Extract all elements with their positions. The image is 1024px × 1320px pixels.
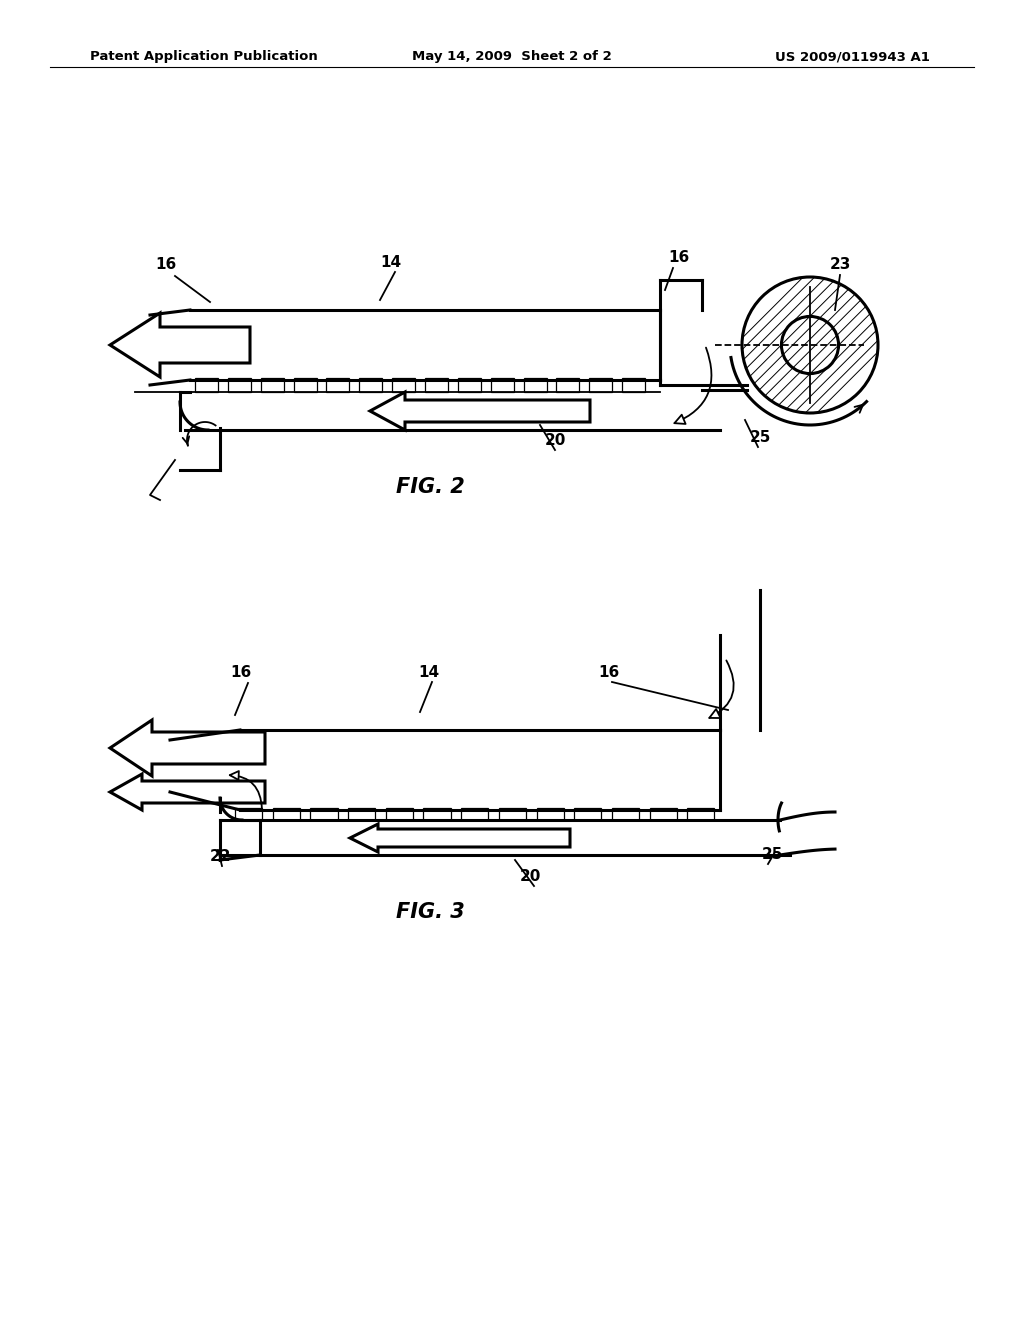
Bar (623, 378, 645, 392)
Polygon shape (110, 719, 265, 776)
Text: 20: 20 (545, 433, 566, 447)
Bar (195, 378, 218, 392)
Bar (392, 378, 415, 392)
Polygon shape (370, 392, 590, 430)
Bar (228, 378, 251, 392)
Bar (261, 378, 284, 392)
Text: 23: 23 (830, 257, 851, 272)
Polygon shape (350, 824, 570, 851)
Bar (294, 378, 316, 392)
Text: Patent Application Publication: Patent Application Publication (90, 50, 317, 63)
Text: FIG. 2: FIG. 2 (395, 477, 464, 498)
Text: 16: 16 (668, 249, 689, 265)
Bar (490, 378, 514, 392)
Bar (537, 808, 563, 820)
Bar (458, 378, 481, 392)
Bar (556, 378, 580, 392)
Bar (327, 378, 349, 392)
Text: 20: 20 (520, 869, 542, 884)
Bar (612, 808, 639, 820)
Text: 14: 14 (418, 665, 439, 680)
Bar (589, 378, 612, 392)
Bar (234, 808, 262, 820)
Text: FIG. 3: FIG. 3 (395, 902, 464, 921)
Bar (359, 378, 382, 392)
Bar (687, 808, 715, 820)
Bar (499, 808, 526, 820)
Bar (424, 808, 451, 820)
Bar (523, 378, 547, 392)
Bar (425, 378, 449, 392)
Bar (574, 808, 601, 820)
Text: 16: 16 (598, 665, 620, 680)
Polygon shape (110, 313, 250, 378)
Text: 16: 16 (155, 257, 176, 272)
Bar (348, 808, 375, 820)
Text: 25: 25 (762, 847, 783, 862)
Text: 22: 22 (210, 849, 231, 865)
Bar (386, 808, 413, 820)
Bar (649, 808, 677, 820)
Bar (310, 808, 338, 820)
Text: 14: 14 (380, 255, 401, 271)
Text: US 2009/0119943 A1: US 2009/0119943 A1 (775, 50, 930, 63)
Text: May 14, 2009  Sheet 2 of 2: May 14, 2009 Sheet 2 of 2 (412, 50, 612, 63)
Text: 16: 16 (230, 665, 251, 680)
Bar (461, 808, 488, 820)
Text: 25: 25 (750, 430, 771, 445)
Polygon shape (110, 774, 265, 810)
Bar (272, 808, 300, 820)
